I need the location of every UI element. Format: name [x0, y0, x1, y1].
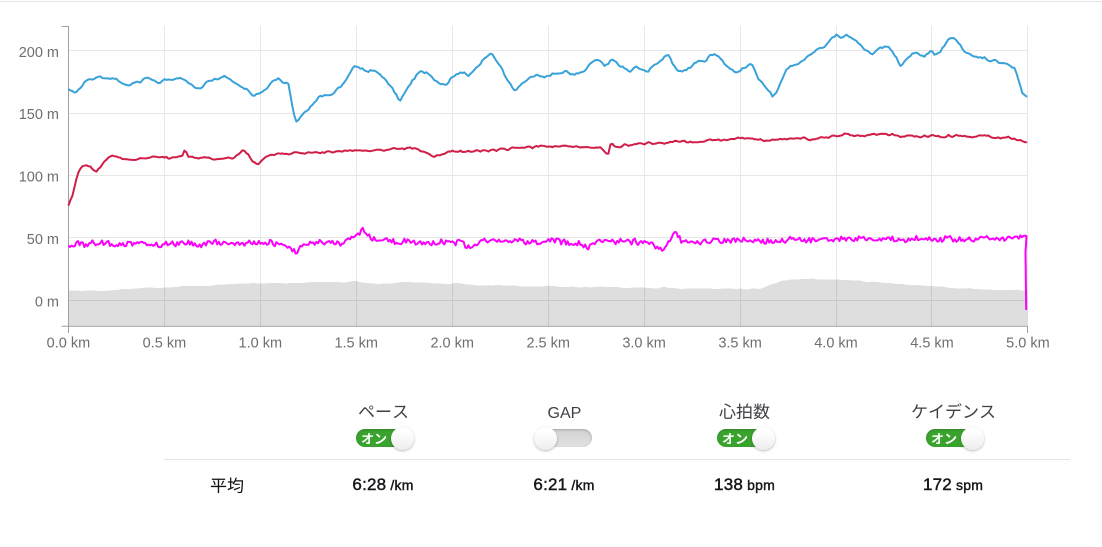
svg-text:0 m: 0 m	[35, 294, 59, 310]
svg-text:200 m: 200 m	[19, 45, 59, 61]
svg-text:0.0 km: 0.0 km	[47, 336, 91, 352]
svg-text:4.5 km: 4.5 km	[910, 336, 954, 352]
svg-text:1.0 km: 1.0 km	[239, 336, 283, 352]
svg-text:150 m: 150 m	[19, 107, 59, 123]
svg-text:1.5 km: 1.5 km	[334, 336, 378, 352]
svg-text:3.0 km: 3.0 km	[622, 336, 666, 352]
svg-text:100 m: 100 m	[19, 170, 59, 186]
svg-text:2.0 km: 2.0 km	[430, 336, 474, 352]
svg-text:3.5 km: 3.5 km	[718, 336, 762, 352]
svg-text:4.0 km: 4.0 km	[814, 336, 858, 352]
svg-text:2.5 km: 2.5 km	[526, 336, 570, 352]
svg-text:5.0 km: 5.0 km	[1006, 336, 1050, 352]
svg-text:50 m: 50 m	[27, 232, 59, 248]
svg-text:0.5 km: 0.5 km	[143, 336, 187, 352]
